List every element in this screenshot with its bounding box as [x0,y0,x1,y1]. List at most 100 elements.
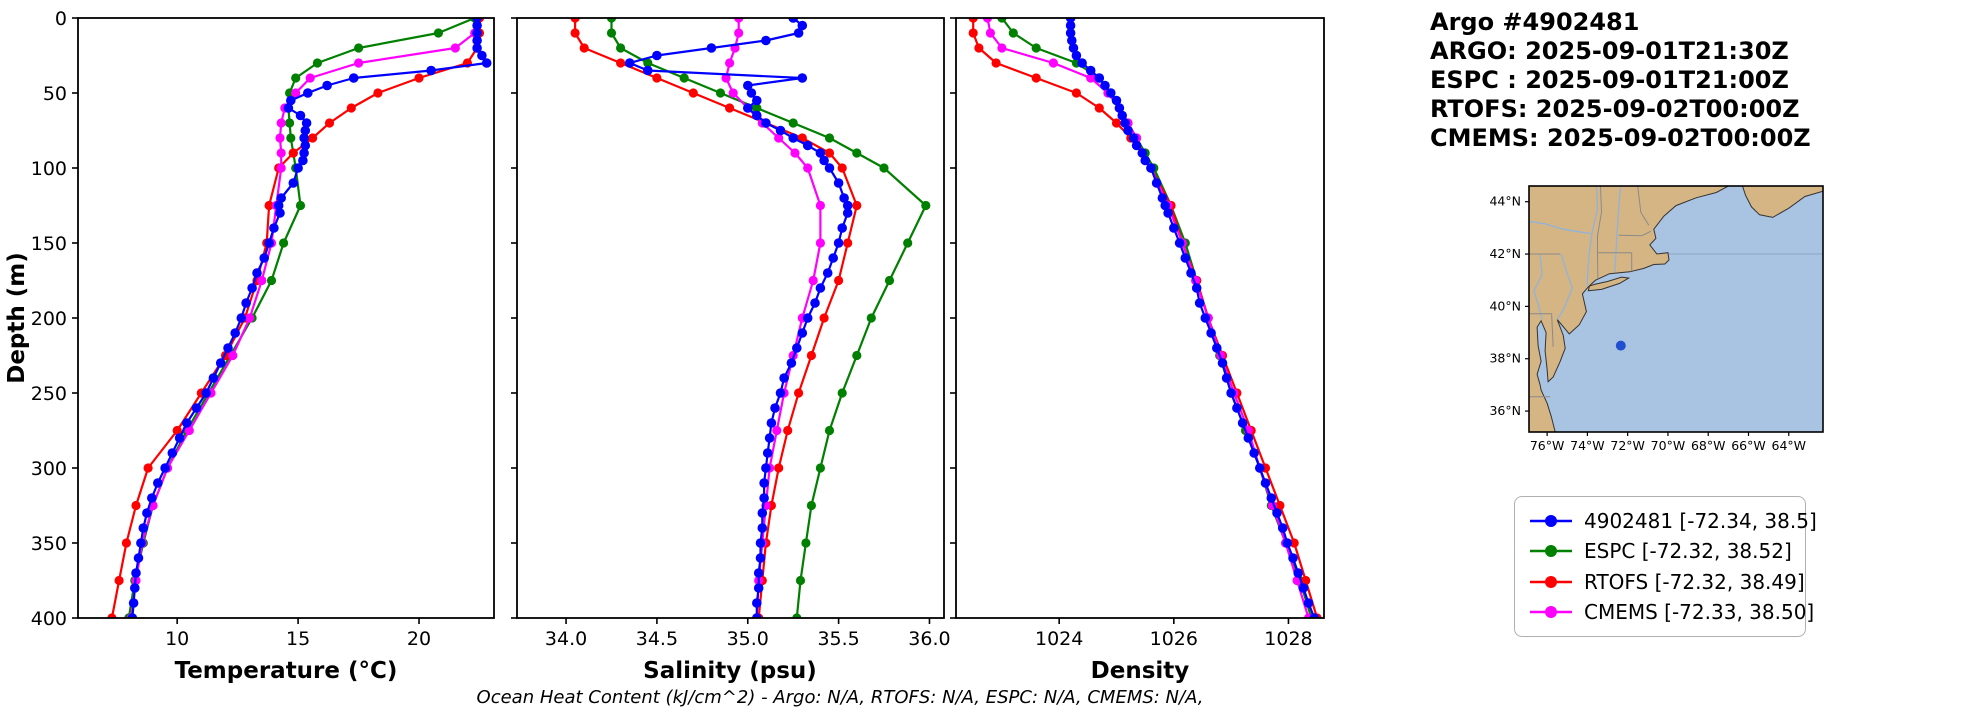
series-4902481-marker [1077,58,1087,68]
series-rtofs-marker [114,575,124,586]
series-4902481-line [131,18,488,618]
series-4902481-marker [472,20,482,31]
legend-label-espc: ESPC [-72.32, 38.52] [1584,539,1792,564]
series-4902481-marker [208,373,219,383]
legend-item-cmems: CMEMS [-72.33, 38.50] [1528,598,1814,627]
series-espc-marker [285,118,295,128]
series-4902481-marker [472,28,482,38]
series-espc-marker [643,58,653,68]
series-4902481-marker [1260,478,1271,488]
axes-background [956,18,1324,618]
series-espc-marker [997,18,1007,23]
series-4902481-marker [1065,28,1076,38]
series-4902481-marker [833,178,844,188]
map-river [1529,220,1591,235]
map-land [1529,186,1729,432]
series-4902481-marker [299,133,309,143]
series-cmems-marker [815,200,826,211]
series-4902481-marker [1194,298,1205,308]
series-espc-marker [279,238,289,248]
series-rtofs-marker [688,88,698,98]
series-rtofs-marker [819,313,829,323]
series-4902481-marker [1232,403,1242,413]
series-4902481-marker [759,493,769,503]
map-lon-label: 70°W [1651,438,1686,453]
series-espc-marker [921,200,931,211]
series-rtofs-marker [991,58,1001,68]
series-rtofs-marker [264,200,274,211]
series-4902481-marker [1266,493,1277,503]
series-4902481-marker [303,88,313,98]
series-espc-marker [866,313,876,323]
density-axis-label: Density [1091,658,1190,684]
legend-marker-rtofs [1530,575,1572,588]
series-cmems-marker [815,238,826,248]
series-4902481-marker [264,238,274,248]
series-4902481-marker [223,343,233,353]
series-4902481-marker [770,403,780,413]
series-4902481-marker [259,253,270,263]
series-rtofs-marker [1275,500,1285,511]
series-4902481-marker [1255,463,1265,473]
series-rtofs-marker [1094,103,1104,113]
series-4902481-marker [761,463,771,473]
series-rtofs-marker [414,73,424,83]
legend-label-4902481: 4902481 [-72.34, 38.5] [1584,508,1817,533]
series-4902481-marker [752,598,762,608]
series-4902481-marker [481,58,492,68]
series-rtofs-marker [579,43,589,53]
series-espc-marker [291,73,301,83]
series-4902481-marker [142,508,152,518]
series-4902481-marker [286,95,296,106]
series-4902481-marker [160,463,170,473]
series-rtofs-marker [794,388,804,398]
series-4902481-marker [761,118,771,128]
series-espc-marker [1008,28,1018,38]
series-4902481-marker [1117,110,1127,121]
series-4902481-marker [128,598,139,608]
series-4902481-marker [819,155,829,166]
series-4902481-marker [477,50,487,61]
series-espc-marker [606,28,617,38]
series-4902481-marker [1128,133,1139,143]
y-tick-label: 350 [31,533,67,555]
rtofs-timestamp: RTOFS: 2025-09-02T00:00Z [1430,95,1800,123]
series-rtofs-marker [107,613,117,618]
series-cmems-marker [728,88,738,98]
x-tick-label: 34.0 [545,628,587,650]
series-4902481-marker [752,613,762,618]
series-4902481-marker [130,583,140,593]
map-state-border [1618,234,1642,237]
series-4902481-marker [824,163,835,173]
series-4902481-marker [1100,80,1110,91]
series-espc-marker [752,103,762,113]
series-4902481-marker [298,155,308,166]
series-cmems-marker [982,18,993,23]
series-4902481-marker [775,125,786,136]
series-4902481-marker [1288,553,1298,563]
series-4902481-marker [1186,268,1196,278]
series-4902481-marker [706,43,717,53]
espc-timestamp: ESPC : 2025-09-01T21:00Z [1430,66,1789,94]
legend-marker-4902481 [1530,514,1572,527]
series-4902481-marker [797,73,808,83]
series-4902481-marker [1200,313,1211,323]
axes-frame [77,17,495,619]
series-espc-marker [824,425,835,436]
series-espc-marker [806,500,817,511]
series-4902481-marker [793,28,804,38]
series-rtofs-marker [616,58,626,68]
series-4902481-marker [275,208,285,218]
series-4902481-marker [762,448,773,458]
series-4902481-marker [236,313,247,323]
map-lat-label: 42°N [1489,246,1521,261]
series-rtofs-marker [131,500,141,511]
series-rtofs-marker [324,118,335,128]
series-4902481-marker [322,80,332,91]
series-espc-marker [903,238,913,248]
map-lon-label: 66°W [1731,438,1766,453]
series-rtofs-marker [725,103,735,113]
series-cmems-marker [275,133,285,143]
series-rtofs-marker [968,18,978,23]
